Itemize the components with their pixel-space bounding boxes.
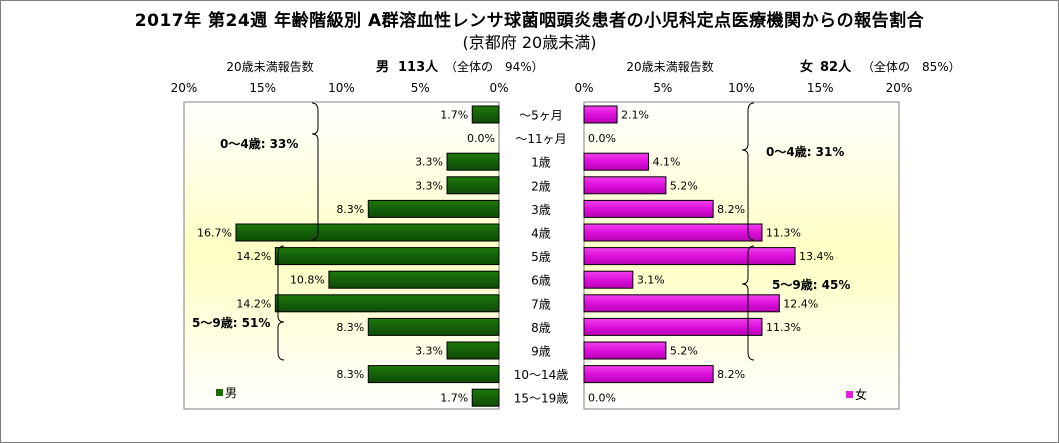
female-bar [583,317,763,336]
category-label: 9歳 [531,345,551,359]
male-bar [328,270,500,289]
category-label: 4歳 [531,227,551,241]
legend-male-label: 男 [225,386,237,400]
male-bar [446,152,500,171]
female-bar-label: 8.2% [717,368,745,381]
male-bar-label: 1.7% [440,109,468,122]
male-bar [235,223,500,242]
female-bar [583,199,714,218]
right-tick-label: 5% [653,81,672,95]
category-label: 2歳 [531,179,551,193]
female-bar-label: 5.2% [670,345,698,358]
male-bar-label: 8.3% [336,368,364,381]
category-label: 6歳 [531,274,551,288]
legend-female-label: 女 [855,387,867,402]
category-label: ～11ヶ月 [515,132,566,146]
female-bar [583,247,796,266]
left-bracket-0-4 [311,102,319,241]
female-bar [583,270,634,289]
chart-subtitle: (京都府 20歳未満) [462,33,597,52]
male-bar [274,247,500,266]
right-annotation-5-9: 5～9歳: 45% [772,277,850,292]
right-header-share: （全体の 85%） [862,59,961,74]
male-bar-label: 14.2% [236,250,271,263]
male-bar [471,105,500,124]
left-tick-label: 20% [171,81,198,95]
male-bar [471,388,500,407]
legend-male-swatch [216,389,223,396]
left-subtitle: 20歳未満報告数 [226,59,313,74]
male-bar-label: 10.8% [290,274,325,287]
female-bar-label: 3.1% [637,274,665,287]
female-bar [583,365,714,384]
chart-title: 2017年 第24週 年齢階級別 A群溶血性レンサ球菌咽頭炎患者の小児科定点医療… [134,11,925,31]
right-subtitle: 20歳未満報告数 [626,59,713,74]
category-label: 7歳 [531,297,551,311]
right-tick-label: 20% [886,81,913,95]
male-bar [446,341,500,360]
male-bar-label: 14.2% [236,297,271,310]
male-bar-label: 8.3% [336,321,364,334]
male-bar-label: 3.3% [415,345,443,358]
male-bar-label: 8.3% [336,203,364,216]
category-label: 3歳 [531,203,551,217]
male-bar [446,176,500,195]
category-label: 8歳 [531,321,551,335]
female-bar [583,341,667,360]
right-annotation-0-4: 0～4歳: 31% [766,144,844,159]
female-bar-label: 8.2% [717,203,745,216]
male-bar [367,317,500,336]
left-bracket-5-9 [277,245,285,361]
right-bracket-0-4 [741,102,755,241]
left-annotation-0-4: 0～4歳: 33% [220,136,298,151]
female-bar-label: 0.0% [588,392,616,405]
male-bar-label: 3.3% [415,179,443,192]
category-label: 10～14歳 [514,368,569,382]
right-tick-label: 10% [728,81,755,95]
right-bracket-5-9 [741,245,755,361]
male-bar-label: 16.7% [197,227,232,240]
male-bar-label: 1.7% [440,392,468,405]
right-tick-label: 0% [574,81,593,95]
left-header-count: 113人 [398,59,439,75]
left-header-name: 男 [376,60,389,75]
male-bar [367,199,500,218]
female-bar-label: 13.4% [799,250,834,263]
left-annotation-5-9: 5～9歳: 51% [192,315,270,330]
female-bar-label: 12.4% [783,297,818,310]
female-bar-label: 4.1% [653,156,681,169]
right-tick-label: 15% [807,81,834,95]
left-header-share: （全体の 94%） [445,59,544,74]
female-bar-label: 11.3% [766,227,801,240]
female-bar [583,223,763,242]
category-label: 5歳 [531,250,551,264]
left-tick-label: 15% [249,81,276,95]
female-bar [583,294,780,313]
left-tick-label: 5% [411,81,430,95]
category-label: 1歳 [531,156,551,170]
female-bar-label: 11.3% [766,321,801,334]
category-label: 15～19歳 [514,392,569,406]
female-bar-label: 2.1% [621,109,649,122]
male-bar [367,365,500,384]
right-header-count: 82人 [820,59,852,75]
legend-female-swatch [846,391,853,398]
female-bar [583,105,618,124]
male-bar [274,294,500,313]
male-bar-label: 0.0% [467,132,495,145]
female-bar [583,152,650,171]
male-bar-label: 3.3% [415,156,443,169]
female-bar-label: 5.2% [670,179,698,192]
female-bar-label: 0.0% [588,132,616,145]
left-tick-label: 0% [489,81,508,95]
left-tick-label: 10% [328,81,355,95]
category-label: ～5ヶ月 [519,109,563,123]
right-header-name: 女 [800,59,813,75]
female-bar [583,176,667,195]
